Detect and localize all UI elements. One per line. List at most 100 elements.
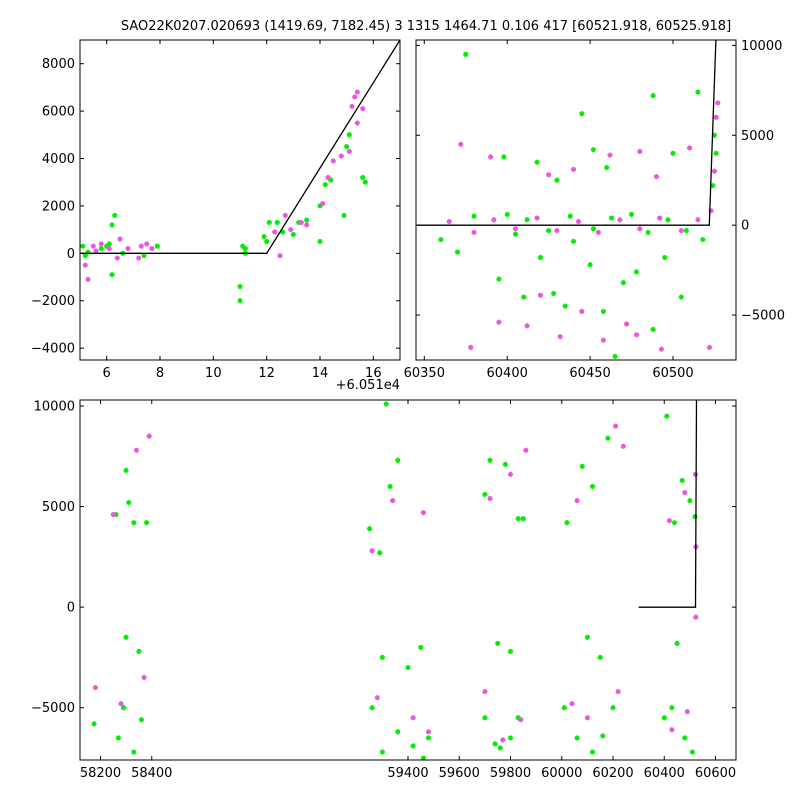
- point-magenta-3: [92, 685, 98, 691]
- point-magenta-9: [496, 319, 502, 325]
- point-green-19: [420, 755, 426, 760]
- point-green-38: [600, 733, 606, 739]
- point-green-37: [665, 217, 671, 223]
- point-magenta-17: [298, 219, 304, 226]
- point-magenta-8: [468, 344, 474, 350]
- point-green-3: [98, 246, 104, 252]
- point-magenta-0: [458, 141, 464, 147]
- point-green-31: [546, 228, 552, 234]
- point-magenta-20: [620, 443, 626, 449]
- y-tick-label: 10000: [741, 39, 782, 54]
- x-tick-label: 58400: [131, 766, 172, 781]
- point-green-25: [317, 238, 323, 245]
- point-green-0: [463, 51, 469, 57]
- point-magenta-27: [354, 120, 360, 126]
- plot-area: [80, 40, 400, 304]
- point-magenta-5: [141, 674, 147, 681]
- point-magenta-16: [500, 737, 506, 743]
- point-green-15: [242, 246, 248, 252]
- point-green-48: [689, 749, 695, 755]
- point-green-27: [322, 182, 328, 188]
- point-green-24: [515, 516, 521, 522]
- point-green-38: [683, 228, 689, 234]
- point-green-33: [362, 179, 368, 185]
- point-green-13: [387, 483, 393, 490]
- point-magenta-14: [277, 253, 283, 259]
- point-green-0: [80, 243, 86, 249]
- point-green-5: [106, 241, 112, 247]
- point-green-52: [405, 664, 411, 671]
- point-green-27: [678, 294, 684, 300]
- y-tick-label: 4000: [42, 152, 75, 167]
- point-magenta-9: [374, 695, 380, 701]
- point-magenta-12: [557, 334, 563, 340]
- point-green-11: [377, 550, 383, 556]
- x-tick-label: 60200: [592, 766, 633, 781]
- point-magenta-3: [570, 166, 577, 172]
- point-green-50: [136, 648, 142, 654]
- point-magenta-8: [420, 510, 426, 516]
- point-magenta-4: [98, 241, 104, 247]
- point-green-31: [346, 132, 352, 138]
- point-magenta-19: [446, 219, 452, 225]
- point-green-36: [645, 229, 651, 235]
- point-green-32: [360, 174, 366, 181]
- point-green-24: [633, 269, 640, 275]
- point-magenta-24: [666, 518, 672, 524]
- point-green-57: [597, 654, 603, 660]
- point-green-17: [551, 290, 557, 297]
- point-green-14: [512, 231, 519, 237]
- point-magenta-13: [507, 471, 514, 477]
- point-green-25: [650, 326, 656, 332]
- point-green-29: [507, 735, 514, 741]
- point-green-41: [671, 520, 678, 526]
- point-magenta-19: [320, 201, 326, 207]
- x-tick-label: 60400: [487, 366, 528, 381]
- point-magenta-1: [488, 154, 494, 160]
- x-tick-label: 60400: [644, 766, 685, 781]
- point-magenta-4: [118, 701, 124, 707]
- point-green-11: [454, 249, 461, 255]
- point-green-56: [584, 634, 590, 640]
- point-magenta-15: [482, 689, 488, 695]
- point-green-20: [587, 262, 593, 268]
- point-green-2: [123, 467, 129, 473]
- point-magenta-11: [537, 292, 543, 298]
- point-magenta-6: [653, 174, 659, 180]
- x-tick-label: 8: [156, 366, 164, 381]
- point-green-4: [131, 520, 137, 526]
- point-green-6: [144, 520, 150, 526]
- point-green-29: [341, 212, 347, 218]
- point-magenta-18: [574, 498, 580, 504]
- point-magenta-18: [706, 344, 713, 350]
- point-green-45: [661, 715, 667, 721]
- point-green-14: [395, 457, 401, 463]
- point-magenta-23: [615, 689, 621, 695]
- x-offset-label: +6.051e4: [336, 378, 400, 393]
- point-magenta-12: [487, 495, 493, 502]
- point-green-58: [674, 640, 680, 646]
- point-green-40: [664, 413, 670, 419]
- point-magenta-11: [425, 729, 432, 735]
- point-magenta-1: [85, 276, 91, 282]
- point-green-23: [502, 461, 508, 467]
- y-tick-label: 8000: [42, 57, 75, 72]
- point-magenta-13: [272, 229, 278, 235]
- point-green-21: [600, 308, 606, 315]
- point-green-34: [609, 215, 615, 221]
- point-magenta-4: [607, 152, 613, 158]
- point-magenta-31: [695, 217, 701, 223]
- point-magenta-23: [534, 215, 540, 221]
- y-tick-label: 10000: [34, 400, 75, 415]
- point-green-2: [534, 159, 540, 165]
- point-green-27: [492, 741, 498, 747]
- point-green-20: [274, 219, 280, 226]
- point-green-10: [438, 237, 444, 243]
- point-magenta-16: [633, 332, 640, 338]
- x-tick-label: 60350: [404, 366, 445, 381]
- x-tick-label: 60500: [652, 366, 693, 381]
- y-tick-label: −5000: [31, 701, 75, 716]
- point-green-7: [650, 93, 656, 99]
- point-green-42: [679, 477, 685, 483]
